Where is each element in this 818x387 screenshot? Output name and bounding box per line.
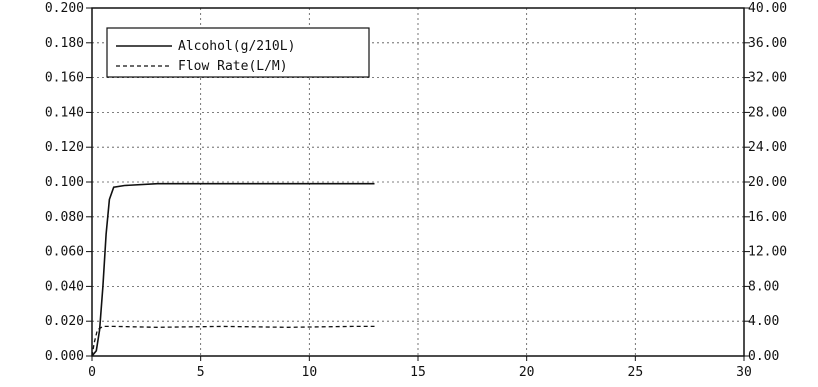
x-tick-label: 20	[519, 365, 535, 380]
y2-tick-label: 16.00	[748, 210, 787, 225]
y2-tick-label: 32.00	[748, 71, 787, 86]
legend-box	[106, 27, 370, 78]
y-tick-labels: 0.000 0.020 0.040 0.060 0.080 0.100 0.120 0.140…	[45, 1, 92, 364]
legend: Alcohol(g/210L) Flow Rate(L/M)	[106, 27, 370, 78]
y2-tick-label: 36.00	[748, 36, 787, 51]
series-line-alcohol	[91, 182, 375, 357]
y-tick-label: 0.200	[45, 1, 84, 16]
y-tick-label: 0.140	[45, 105, 84, 120]
y2-tick-label: 4.00	[748, 314, 779, 329]
legend-label-alcohol: Alcohol(g/210L)	[178, 39, 295, 54]
y-tick-label: 0.120	[45, 140, 84, 155]
y-tick-label: 0.160	[45, 71, 84, 86]
plot-frame	[91, 7, 745, 357]
series-line-flow-rate	[91, 325, 375, 357]
y2-tick-label: 0.00	[748, 349, 779, 364]
y-tick-label: 0.020	[45, 314, 84, 329]
y-tick-label: 0.100	[45, 175, 84, 190]
x-tick-label: 15	[410, 365, 426, 380]
y2-tick-labels: 0.00 4.00 8.00 12.00 16.00 20.00 24.00 28.00 32.…	[744, 1, 787, 364]
x-tick-label: 5	[197, 365, 205, 380]
x-tick-label: 0	[88, 365, 96, 380]
x-tick-labels: 0 5 10 15 20 25 30	[88, 356, 752, 380]
x-tick-label: 10	[302, 365, 318, 380]
grid	[92, 8, 744, 356]
y2-tick-label: 40.00	[748, 1, 787, 16]
y2-tick-label: 20.00	[748, 175, 787, 190]
y-tick-label: 0.000	[45, 349, 84, 364]
y-tick-label: 0.080	[45, 210, 84, 225]
y2-tick-label: 8.00	[748, 279, 779, 294]
y-tick-label: 0.180	[45, 36, 84, 51]
legend-label-flow-rate: Flow Rate(L/M)	[178, 59, 288, 74]
x-tick-label: 25	[628, 365, 644, 380]
y-tick-label: 0.040	[45, 279, 84, 294]
y2-tick-label: 12.00	[748, 245, 787, 260]
y2-tick-label: 28.00	[748, 105, 787, 120]
y-tick-label: 0.060	[45, 245, 84, 260]
series-lines	[91, 182, 375, 357]
x-tick-label: 30	[736, 365, 752, 380]
y2-tick-label: 24.00	[748, 140, 787, 155]
